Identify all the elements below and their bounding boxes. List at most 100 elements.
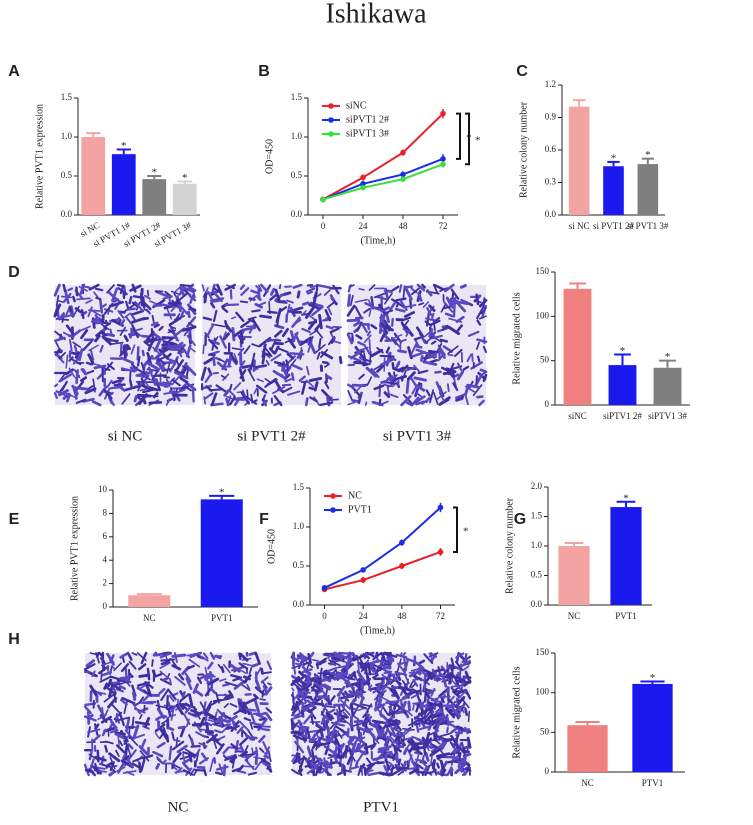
cell <box>316 352 321 360</box>
cell <box>110 720 118 730</box>
cell <box>152 651 158 657</box>
cell <box>224 681 238 687</box>
cell <box>315 695 330 699</box>
cell <box>186 334 196 347</box>
cell <box>464 726 469 735</box>
cell <box>307 336 314 346</box>
cell <box>353 320 361 327</box>
point <box>440 161 446 168</box>
cell <box>307 706 317 713</box>
cell <box>183 289 190 295</box>
cell <box>145 330 155 342</box>
cell <box>448 722 463 732</box>
cell <box>319 687 327 696</box>
cell <box>92 378 96 393</box>
cell <box>356 670 366 683</box>
cell <box>318 337 322 348</box>
cell <box>256 378 264 383</box>
cell <box>104 744 109 753</box>
cell <box>189 306 197 312</box>
cell <box>54 336 66 342</box>
point <box>360 184 366 191</box>
cell <box>167 344 177 350</box>
cell <box>238 720 250 732</box>
point <box>360 174 366 181</box>
cell <box>250 289 259 295</box>
cell <box>310 686 317 693</box>
cell <box>358 656 364 665</box>
cell <box>222 663 231 674</box>
cell <box>441 324 449 331</box>
cell <box>386 735 393 743</box>
point <box>360 181 366 187</box>
legend-label: PVT1 <box>348 504 372 515</box>
cell <box>366 703 373 713</box>
cell <box>127 652 133 661</box>
cell <box>129 284 142 292</box>
cell <box>82 340 93 352</box>
cell <box>53 303 62 317</box>
cell <box>72 341 82 348</box>
cell <box>259 711 267 716</box>
cell <box>373 663 383 671</box>
cell <box>188 658 201 668</box>
y-tick-label: 0 <box>103 601 108 611</box>
cell <box>305 287 316 293</box>
cell <box>432 713 443 719</box>
cell <box>377 745 392 751</box>
cell <box>206 290 214 302</box>
cell <box>156 351 164 359</box>
cell <box>286 299 294 304</box>
cell <box>308 386 316 391</box>
cell <box>314 328 324 339</box>
cell <box>253 725 262 729</box>
cell <box>388 710 397 716</box>
cell <box>64 368 75 376</box>
cell <box>386 656 393 664</box>
cell <box>426 745 430 752</box>
cell <box>214 729 222 734</box>
legend-marker <box>328 117 334 123</box>
cell <box>384 377 390 384</box>
cell <box>188 294 197 302</box>
cell <box>260 667 264 675</box>
cell <box>127 743 134 750</box>
cell <box>428 358 438 364</box>
cell <box>199 728 214 733</box>
cell <box>444 312 454 318</box>
cell <box>303 712 314 725</box>
cell <box>378 303 386 315</box>
cell <box>473 300 482 303</box>
y-tick-label: 100 <box>536 310 550 320</box>
cell <box>462 747 467 758</box>
cell <box>297 719 304 729</box>
cell <box>255 746 259 755</box>
cell <box>120 663 130 673</box>
cell <box>170 708 175 721</box>
cell <box>339 652 352 655</box>
cell <box>392 721 401 731</box>
cell <box>153 340 160 352</box>
cell <box>441 673 448 688</box>
cell <box>125 717 131 732</box>
cell <box>263 752 269 760</box>
cell <box>122 345 127 359</box>
cell <box>301 327 311 334</box>
cell <box>392 339 402 349</box>
cell <box>390 767 403 777</box>
cell <box>89 308 102 317</box>
cell <box>330 721 346 727</box>
cell <box>144 681 154 689</box>
cell <box>72 295 76 303</box>
cell <box>462 365 470 371</box>
cell <box>58 312 65 321</box>
cell <box>413 722 421 726</box>
cell <box>193 689 204 697</box>
cell <box>394 363 401 369</box>
cell <box>371 674 379 679</box>
cell <box>387 676 392 684</box>
cell <box>135 367 148 376</box>
cell <box>151 314 155 324</box>
cell <box>296 290 301 299</box>
cell <box>117 310 125 319</box>
